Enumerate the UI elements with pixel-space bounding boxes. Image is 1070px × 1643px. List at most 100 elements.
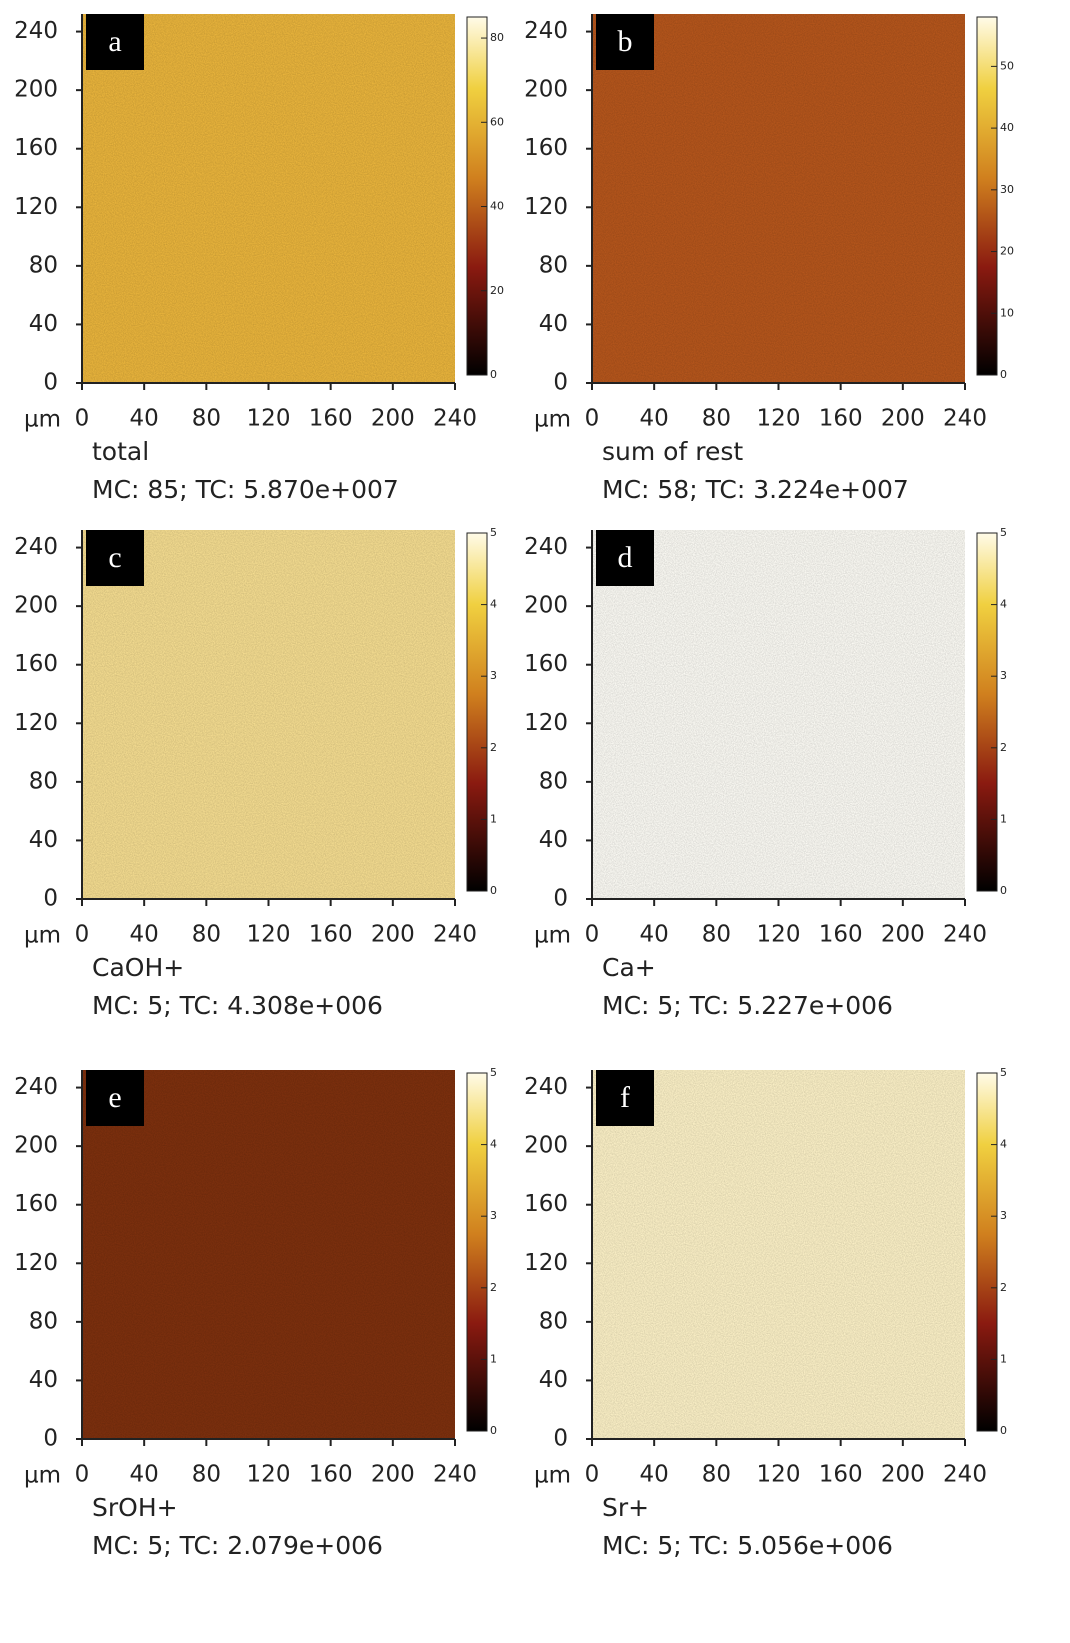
ion-name: SrOH+: [92, 1493, 178, 1522]
x-tick-label: 120: [757, 1462, 801, 1488]
colorbar-tick-label: 5: [490, 526, 497, 539]
x-tick-label: 80: [192, 1462, 221, 1488]
x-tick-label: 0: [75, 922, 90, 948]
x-tick-label: 160: [309, 1462, 353, 1488]
y-tick-label: 0: [43, 370, 58, 396]
colorbar-tick-label: 1: [490, 812, 497, 825]
colorbar-tick-label: 5: [490, 1066, 497, 1079]
ion-stats: MC: 85; TC: 5.870e+007: [92, 475, 399, 504]
panel-letter-box: [86, 530, 144, 586]
colorbar-tick-label: 1: [1000, 1352, 1007, 1365]
x-tick-label: 0: [75, 406, 90, 432]
ion-stats: MC: 5; TC: 2.079e+006: [92, 1531, 383, 1560]
y-tick-label: 240: [524, 18, 568, 44]
y-tick-label: 80: [539, 1308, 568, 1334]
y-tick-label: 240: [524, 534, 568, 560]
x-tick-label: 160: [819, 922, 863, 948]
colorbar-tick-label: 0: [490, 1424, 497, 1437]
x-tick-label: 80: [702, 406, 731, 432]
y-tick-label: 80: [539, 768, 568, 794]
x-tick-label: 160: [819, 406, 863, 432]
x-tick-label: 40: [640, 406, 669, 432]
x-tick-label: 200: [881, 406, 925, 432]
y-tick-label: 120: [524, 194, 568, 220]
x-tick-label: 40: [130, 406, 159, 432]
x-tick-label: 80: [702, 1462, 731, 1488]
y-tick-label: 160: [524, 135, 568, 161]
y-tick-label: 40: [29, 311, 58, 337]
colorbar-tick-label: 5: [1000, 1066, 1007, 1079]
y-tick-label: 0: [43, 886, 58, 912]
panel-letter: d: [618, 541, 633, 574]
y-tick-label: 240: [14, 18, 58, 44]
colorbar-tick-label: 50: [1000, 59, 1014, 72]
y-tick-label: 200: [14, 1133, 58, 1159]
y-tick-label: 0: [553, 370, 568, 396]
colorbar-tick-label: 0: [490, 368, 497, 381]
x-tick-label: 40: [640, 1462, 669, 1488]
y-tick-label: 40: [29, 827, 58, 853]
y-tick-label: 160: [524, 651, 568, 677]
x-tick-label: 80: [192, 406, 221, 432]
image-grain: [82, 530, 455, 899]
x-tick-label: 240: [433, 1462, 477, 1488]
y-tick-label: 40: [539, 827, 568, 853]
panel-letter: c: [108, 541, 121, 574]
y-tick-label: 0: [43, 1426, 58, 1452]
ion-stats: MC: 58; TC: 3.224e+007: [602, 475, 909, 504]
y-tick-label: 160: [14, 1191, 58, 1217]
y-tick-label: 0: [553, 886, 568, 912]
panel-letter: e: [108, 1081, 121, 1114]
panel-letter-box: [596, 530, 654, 586]
colorbar-tick-label: 0: [1000, 884, 1007, 897]
colorbar: [466, 16, 488, 376]
ion-name: Sr+: [602, 1493, 649, 1522]
colorbar-tick-label: 20: [1000, 245, 1014, 258]
y-tick-label: 120: [524, 710, 568, 736]
colorbar-tick-label: 3: [1000, 669, 1007, 682]
x-tick-label: 120: [757, 922, 801, 948]
colorbar: [466, 532, 488, 892]
panel-letter: f: [620, 1081, 630, 1114]
y-tick-label: 80: [29, 252, 58, 278]
image-grain: [592, 1070, 965, 1439]
y-tick-label: 200: [524, 593, 568, 619]
x-tick-label: 200: [371, 922, 415, 948]
colorbar-tick-label: 2: [490, 1281, 497, 1294]
x-tick-label: 120: [757, 406, 801, 432]
image-grain: [592, 530, 965, 899]
x-tick-label: 120: [247, 1462, 291, 1488]
colorbar-tick-label: 3: [1000, 1209, 1007, 1222]
x-tick-label: 200: [371, 406, 415, 432]
colorbar-tick-label: 1: [1000, 812, 1007, 825]
y-tick-label: 240: [524, 1074, 568, 1100]
y-tick-label: 240: [14, 1074, 58, 1100]
ion-stats: MC: 5; TC: 5.227e+006: [602, 991, 893, 1020]
colorbar-tick-label: 4: [1000, 1138, 1007, 1151]
x-unit: µm: [24, 407, 61, 433]
colorbar-tick-label: 4: [490, 598, 497, 611]
ion-name: total: [92, 437, 149, 466]
colorbar-tick-label: 30: [1000, 183, 1014, 196]
y-tick-label: 160: [14, 651, 58, 677]
x-tick-label: 240: [433, 406, 477, 432]
x-tick-label: 200: [881, 1462, 925, 1488]
x-unit: µm: [534, 1463, 571, 1489]
colorbar-tick-label: 80: [490, 31, 504, 44]
ion-stats: MC: 5; TC: 4.308e+006: [92, 991, 383, 1020]
y-tick-label: 200: [524, 77, 568, 103]
x-tick-label: 120: [247, 406, 291, 432]
y-tick-label: 120: [14, 194, 58, 220]
y-tick-label: 80: [29, 768, 58, 794]
colorbar: [466, 1072, 488, 1432]
colorbar-tick-label: 2: [490, 741, 497, 754]
ion-name: Ca+: [602, 953, 656, 982]
y-tick-label: 80: [539, 252, 568, 278]
y-tick-label: 120: [14, 1250, 58, 1276]
colorbar-tick-label: 5: [1000, 526, 1007, 539]
panel-letter-box: [596, 1070, 654, 1126]
x-tick-label: 40: [130, 1462, 159, 1488]
ion-name: sum of rest: [602, 437, 743, 466]
y-tick-label: 120: [14, 710, 58, 736]
